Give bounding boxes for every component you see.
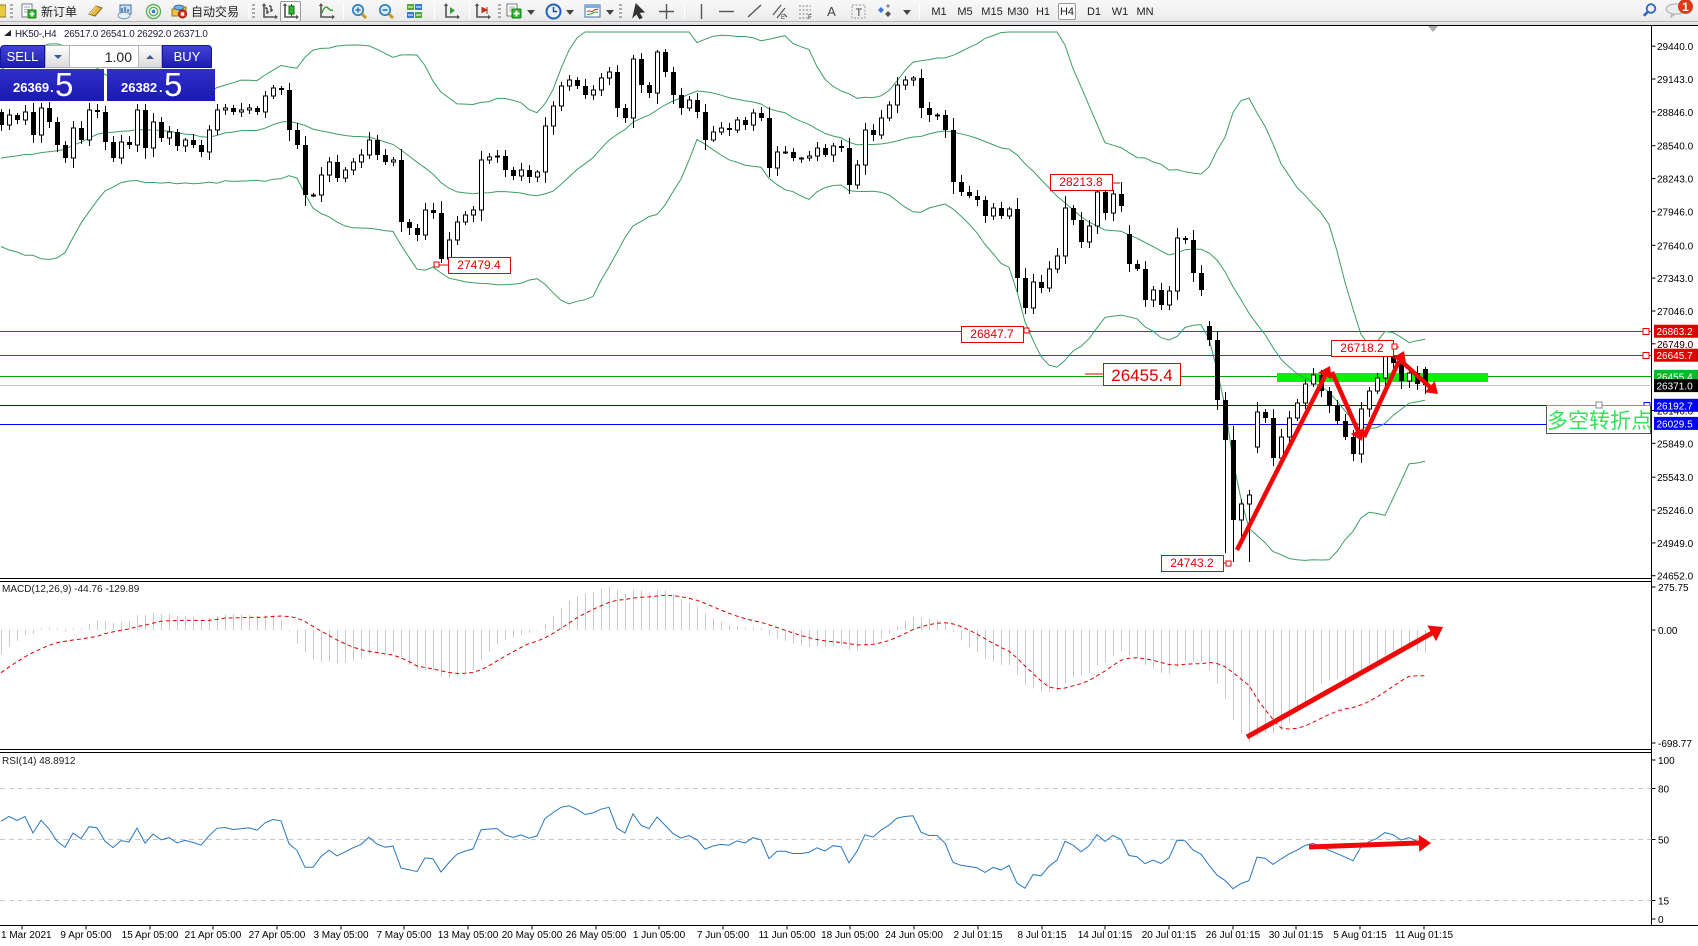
svg-text:26192.7: 26192.7 <box>1657 401 1694 412</box>
svg-text:30 Jul 01:15: 30 Jul 01:15 <box>1269 930 1324 941</box>
svg-text:24949.0: 24949.0 <box>1657 539 1694 550</box>
svg-text:29143.0: 29143.0 <box>1657 75 1694 86</box>
svg-text:26455.4: 26455.4 <box>1657 372 1694 383</box>
svg-text:0.00: 0.00 <box>1658 626 1678 637</box>
svg-text:7 Jun 05:00: 7 Jun 05:00 <box>697 930 750 941</box>
svg-text:8 Jul 01:15: 8 Jul 01:15 <box>1018 930 1067 941</box>
svg-text:13 May 05:00: 13 May 05:00 <box>438 930 499 941</box>
svg-text:275.75: 275.75 <box>1658 583 1689 594</box>
svg-text:E: E <box>781 15 785 20</box>
svg-text:26847.7: 26847.7 <box>970 327 1014 341</box>
svg-text:28846.0: 28846.0 <box>1657 108 1694 119</box>
svg-text:25246.0: 25246.0 <box>1657 506 1694 517</box>
svg-text:27046.0: 27046.0 <box>1657 307 1694 318</box>
svg-text:26371.0: 26371.0 <box>1657 382 1694 393</box>
svg-text:0: 0 <box>1658 915 1664 926</box>
svg-text:26718.2: 26718.2 <box>1340 341 1384 355</box>
svg-text:15: 15 <box>1658 897 1670 908</box>
svg-text:15 Apr 05:00: 15 Apr 05:00 <box>122 930 179 941</box>
svg-text:9 Apr 05:00: 9 Apr 05:00 <box>60 930 112 941</box>
svg-text:26645.7: 26645.7 <box>1657 351 1694 362</box>
svg-text:20 Jul 01:15: 20 Jul 01:15 <box>1142 930 1197 941</box>
svg-text:28213.8: 28213.8 <box>1059 175 1103 189</box>
svg-text:11 Aug 01:15: 11 Aug 01:15 <box>1395 930 1454 941</box>
svg-text:F: F <box>808 15 812 20</box>
svg-text:26146.0: 26146.0 <box>1657 407 1694 418</box>
svg-text:25543.0: 25543.0 <box>1657 473 1694 484</box>
svg-text:26029.5: 26029.5 <box>1657 419 1694 430</box>
svg-text:27479.4: 27479.4 <box>457 258 501 272</box>
svg-text:100: 100 <box>1658 756 1675 767</box>
svg-text:26 Jul 01:15: 26 Jul 01:15 <box>1206 930 1261 941</box>
svg-text:27 Apr 05:00: 27 Apr 05:00 <box>249 930 306 941</box>
svg-text:5 Aug 01:15: 5 Aug 01:15 <box>1333 930 1387 941</box>
svg-text:HK50-,H4 26517.0 26541.0 262: HK50-,H4 26517.0 26541.0 26292.0 26371.0 <box>15 29 208 40</box>
svg-text:26863.2: 26863.2 <box>1657 327 1694 338</box>
svg-text:25849.0: 25849.0 <box>1657 439 1694 450</box>
svg-text:2 Jul 01:15: 2 Jul 01:15 <box>954 930 1003 941</box>
svg-text:RSI(14) 48.8912: RSI(14) 48.8912 <box>2 756 76 767</box>
svg-text:24743.2: 24743.2 <box>1170 556 1214 570</box>
svg-text:26749.0: 26749.0 <box>1657 340 1694 351</box>
svg-text:27343.0: 27343.0 <box>1657 274 1694 285</box>
svg-text:24 Jun 05:00: 24 Jun 05:00 <box>885 930 943 941</box>
svg-text:50: 50 <box>1658 836 1670 847</box>
svg-text:20 May 05:00: 20 May 05:00 <box>502 930 563 941</box>
svg-text:1 Mar 2021: 1 Mar 2021 <box>1 930 52 941</box>
svg-text:24652.0: 24652.0 <box>1657 572 1694 583</box>
svg-text:29440.0: 29440.0 <box>1657 42 1694 53</box>
svg-text:26455.4: 26455.4 <box>1111 366 1172 385</box>
svg-text:14 Jul 01:15: 14 Jul 01:15 <box>1078 930 1133 941</box>
svg-text:26 May 05:00: 26 May 05:00 <box>566 930 627 941</box>
svg-text:18 Jun 05:00: 18 Jun 05:00 <box>821 930 879 941</box>
svg-text:28540.0: 28540.0 <box>1657 142 1694 153</box>
svg-text:7 May 05:00: 7 May 05:00 <box>376 930 431 941</box>
svg-text:3 May 05:00: 3 May 05:00 <box>313 930 368 941</box>
svg-text:80: 80 <box>1658 785 1670 796</box>
svg-text:27946.0: 27946.0 <box>1657 207 1694 218</box>
svg-text:MACD(12,26,9) -44.76 -129.89: MACD(12,26,9) -44.76 -129.89 <box>2 584 140 595</box>
svg-text:T: T <box>856 7 863 19</box>
svg-text:11 Jun 05:00: 11 Jun 05:00 <box>758 930 816 941</box>
svg-text:27640.0: 27640.0 <box>1657 241 1694 252</box>
svg-text:1 Jun 05:00: 1 Jun 05:00 <box>633 930 686 941</box>
svg-text:-698.77: -698.77 <box>1658 739 1692 750</box>
svg-text:28243.0: 28243.0 <box>1657 175 1694 186</box>
svg-text:21 Apr 05:00: 21 Apr 05:00 <box>185 930 242 941</box>
svg-text:多空转折点: 多空转折点 <box>1547 410 1652 433</box>
svg-text:1: 1 <box>1682 0 1689 14</box>
